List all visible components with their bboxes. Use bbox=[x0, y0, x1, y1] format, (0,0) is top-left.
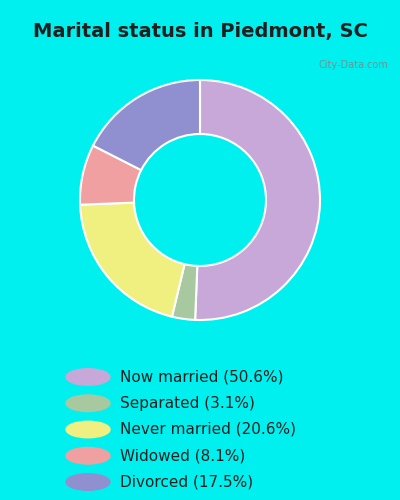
Wedge shape bbox=[93, 80, 200, 170]
Text: Marital status in Piedmont, SC: Marital status in Piedmont, SC bbox=[32, 22, 368, 42]
Wedge shape bbox=[172, 264, 197, 320]
Circle shape bbox=[66, 395, 110, 411]
Wedge shape bbox=[195, 80, 320, 320]
Text: Never married (20.6%): Never married (20.6%) bbox=[120, 422, 296, 437]
Circle shape bbox=[66, 421, 110, 438]
Text: Separated (3.1%): Separated (3.1%) bbox=[120, 396, 255, 411]
Circle shape bbox=[66, 369, 110, 385]
Text: City-Data.com: City-Data.com bbox=[318, 60, 388, 70]
Wedge shape bbox=[80, 146, 141, 204]
Wedge shape bbox=[80, 202, 184, 316]
Text: Widowed (8.1%): Widowed (8.1%) bbox=[120, 448, 245, 463]
Circle shape bbox=[66, 474, 110, 490]
Circle shape bbox=[66, 448, 110, 464]
Text: Now married (50.6%): Now married (50.6%) bbox=[120, 370, 284, 384]
Text: Divorced (17.5%): Divorced (17.5%) bbox=[120, 474, 253, 490]
